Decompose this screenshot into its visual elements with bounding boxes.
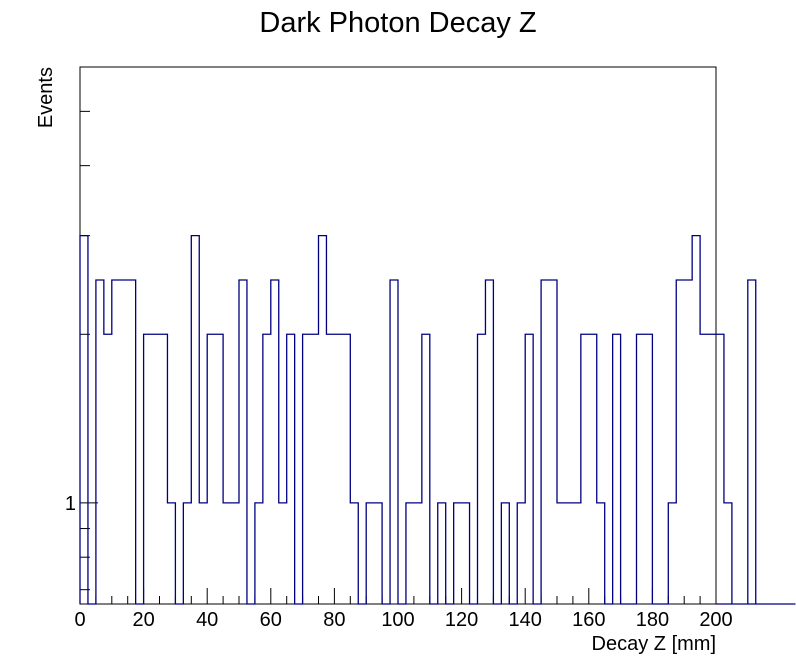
x-tick-label: 20 bbox=[132, 609, 154, 631]
x-tick-label: 40 bbox=[196, 609, 218, 631]
x-tick-label: 200 bbox=[699, 609, 732, 631]
y-axis-label: Events bbox=[35, 67, 57, 128]
x-tick-label: 160 bbox=[572, 609, 605, 631]
x-tick-label: 140 bbox=[509, 609, 542, 631]
y-axis-tick-labels: 1 bbox=[65, 493, 76, 515]
y-tick-label: 1 bbox=[65, 493, 76, 515]
x-tick-label: 60 bbox=[260, 609, 282, 631]
x-tick-label: 80 bbox=[323, 609, 345, 631]
x-tick-label: 180 bbox=[636, 609, 669, 631]
x-axis-label: Decay Z [mm] bbox=[592, 633, 716, 655]
x-tick-label: 0 bbox=[74, 609, 85, 631]
chart-title: Dark Photon Decay Z bbox=[259, 7, 536, 39]
histogram-series-line bbox=[79, 234, 796, 605]
x-tick-label: 120 bbox=[445, 609, 478, 631]
x-axis-tick-labels: 0 20 40 60 80 100 120 140 160 180 200 bbox=[74, 609, 732, 631]
x-tick-label: 100 bbox=[381, 609, 414, 631]
